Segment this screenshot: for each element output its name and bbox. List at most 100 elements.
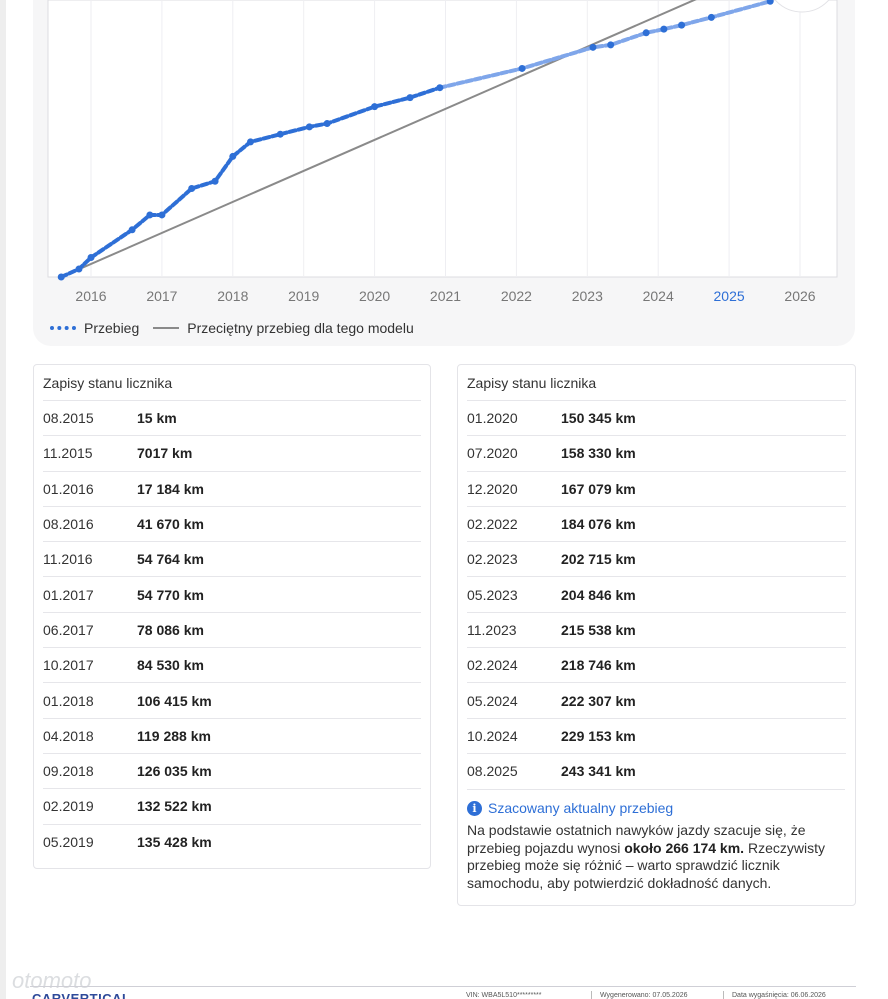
record-date: 02.2019 <box>43 798 94 815</box>
record-row: 01.2018 106 415 km <box>43 682 421 717</box>
series-line-average <box>60 0 697 278</box>
record-mileage: 119 288 km <box>137 727 211 744</box>
record-row: 10.2024 229 153 km <box>467 717 846 753</box>
records-list: 08.2015 15 km 11.2015 7017 km 01.2016 17 184 … <box>43 400 421 859</box>
legend-swatch-przebieg <box>50 326 76 330</box>
x-tick-label: 2017 <box>146 288 177 304</box>
estimated-mileage-section: i Szacowany aktualny przebieg Na podstaw… <box>467 789 845 892</box>
record-mileage: 41 670 km <box>137 516 204 533</box>
x-tick-label: 2019 <box>288 288 319 304</box>
left-edge-strip <box>0 0 6 999</box>
record-date: 12.2020 <box>467 480 518 497</box>
data-point <box>305 123 313 131</box>
record-row: 09.2018 126 035 km <box>43 752 421 788</box>
chart-legend: Przebieg Przeciętny przebieg dla tego mo… <box>50 320 414 336</box>
record-date: 01.2018 <box>43 692 94 709</box>
record-date: 08.2015 <box>43 410 94 427</box>
record-mileage: 150 345 km <box>561 410 636 427</box>
series-line-przebieg <box>59 85 442 279</box>
watermark: otomoto <box>12 968 92 993</box>
footer-divider <box>30 986 856 987</box>
record-mileage: 218 746 km <box>561 657 636 674</box>
record-mileage: 229 153 km <box>561 727 636 744</box>
x-tick-label: 2018 <box>217 288 248 304</box>
record-row: 12.2020 167 079 km <box>467 470 846 506</box>
record-row: 11.2016 54 764 km <box>43 541 421 576</box>
data-point <box>229 152 237 160</box>
record-mileage: 167 079 km <box>561 480 636 497</box>
record-mileage: 215 538 km <box>561 621 636 638</box>
record-mileage: 184 076 km <box>561 516 636 533</box>
record-date: 02.2024 <box>467 657 518 674</box>
footer-vin: VIN: WBA5L510********* <box>466 992 542 999</box>
odometer-records-panel-1: Zapisy stanu licznika 08.2015 15 km 11.201… <box>33 364 431 869</box>
data-point <box>707 13 715 21</box>
x-tick-label: 2021 <box>430 288 461 304</box>
record-mileage: 204 846 km <box>561 586 636 603</box>
record-mileage: 7017 km <box>137 445 193 462</box>
data-point <box>276 130 284 138</box>
records-list: 01.2020 150 345 km 07.2020 158 330 km 12.202… <box>467 400 846 788</box>
record-mileage: 15 km <box>137 410 177 427</box>
x-tick-label: 2026 <box>784 288 815 304</box>
record-date: 01.2017 <box>43 586 94 603</box>
record-mileage: 54 770 km <box>137 586 204 603</box>
record-mileage: 78 086 km <box>137 621 204 638</box>
estimate-heading: i Szacowany aktualny przebieg <box>467 800 845 816</box>
data-point <box>128 226 136 234</box>
record-mileage: 222 307 km <box>561 692 636 709</box>
record-mileage: 158 330 km <box>561 445 636 462</box>
estimate-description: Na podstawie ostatnich nawyków jazdy sza… <box>467 822 827 892</box>
data-point <box>146 211 154 219</box>
data-point <box>323 120 331 128</box>
legend-label-przebieg: Przebieg <box>84 320 140 336</box>
x-tick-label: 2023 <box>572 288 603 304</box>
record-row: 07.2020 158 330 km <box>467 435 846 470</box>
record-row: 02.2023 202 715 km <box>467 541 846 576</box>
data-point <box>57 273 65 281</box>
x-tick-label: 2024 <box>643 288 674 304</box>
estimate-text-end: Rzeczywisty przebieg może się różnić – w… <box>467 839 825 891</box>
record-date: 02.2023 <box>467 551 518 568</box>
legend-swatch-average <box>153 327 180 329</box>
estimate-text-start: Na podstawie ostatnich nawyków jazdy sza… <box>467 822 806 856</box>
data-point <box>406 94 414 102</box>
record-row: 02.2024 218 746 km <box>467 647 846 682</box>
record-date: 02.2022 <box>467 516 518 533</box>
data-point <box>766 0 774 5</box>
record-mileage: 135 428 km <box>137 833 212 850</box>
data-point <box>211 177 219 185</box>
record-date: 01.2016 <box>43 480 94 497</box>
record-row: 08.2025 243 341 km <box>467 752 846 788</box>
estimate-value: około 266 174 km. <box>624 839 745 856</box>
mileage-chart: 2016 2017 2018 2019 2020 2021 2022 2023 2024 2025… <box>47 0 838 304</box>
data-point <box>678 21 686 29</box>
data-point <box>158 211 166 219</box>
record-row: 01.2017 54 770 km <box>43 576 421 611</box>
record-date: 08.2016 <box>43 516 94 533</box>
record-mileage: 17 184 km <box>137 480 204 497</box>
record-mileage: 243 341 km <box>561 763 636 780</box>
data-point <box>518 64 526 72</box>
record-date: 05.2019 <box>43 833 94 850</box>
record-row: 11.2015 7017 km <box>43 435 421 470</box>
record-date: 11.2015 <box>43 445 93 462</box>
record-date: 07.2020 <box>467 445 518 462</box>
estimate-title: Szacowany aktualny przebieg <box>488 800 674 816</box>
carvertical-logo: CARVERTICAL <box>32 991 131 999</box>
data-point <box>247 138 255 146</box>
footer-generated: Wygenerowano: 07.05.2026 <box>600 992 688 999</box>
odometer-records-panel-2: Zapisy stanu licznika 01.2020 150 345 km 0… <box>457 364 856 906</box>
data-point <box>660 25 668 33</box>
panel-title: Zapisy stanu licznika <box>467 375 597 391</box>
record-row: 05.2019 135 428 km <box>43 823 421 859</box>
record-date: 08.2025 <box>467 763 518 780</box>
data-point <box>75 265 83 273</box>
record-date: 09.2018 <box>43 763 94 780</box>
x-tick-label: 2016 <box>75 288 106 304</box>
record-row: 05.2023 204 846 km <box>467 576 846 611</box>
x-tick-label: 2025 <box>714 288 745 304</box>
info-icon: i <box>467 800 482 816</box>
x-tick-label: 2022 <box>501 288 532 304</box>
current-marker <box>774 0 830 13</box>
